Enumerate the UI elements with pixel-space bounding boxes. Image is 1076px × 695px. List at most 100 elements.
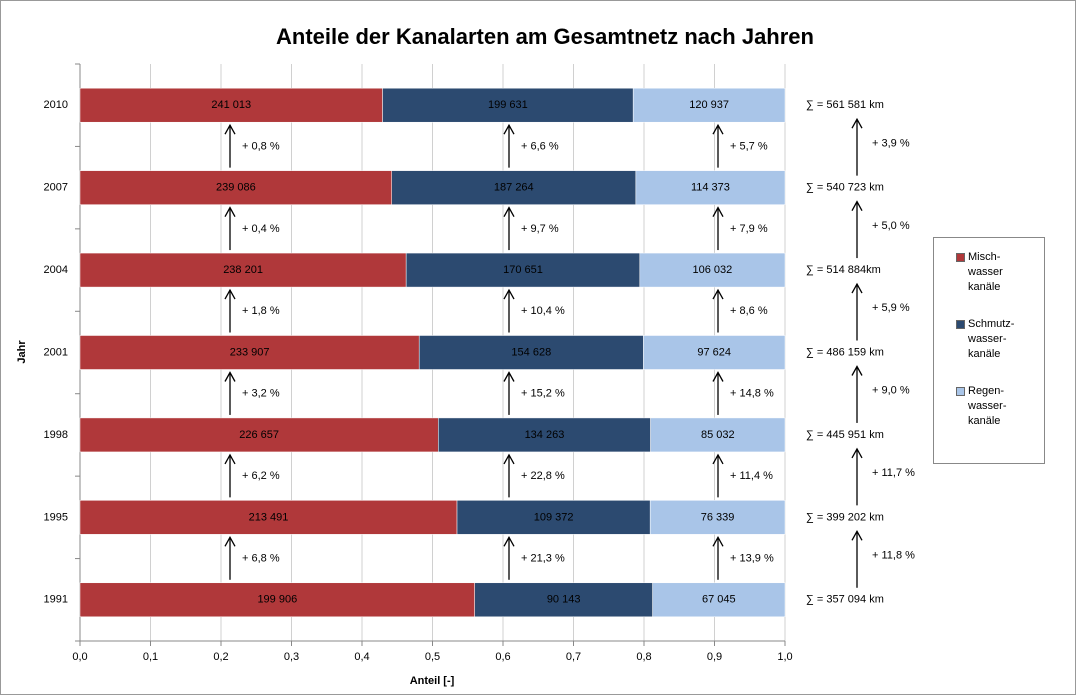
bar-value-label: 120 937 [689, 99, 729, 111]
bar-value-label: 199 631 [488, 99, 528, 111]
change-label: + 1,8 % [242, 305, 280, 317]
legend-swatch [956, 320, 965, 329]
bar-value-label: 67 045 [702, 594, 736, 606]
bar-value-label: 109 372 [534, 511, 574, 523]
total-label: ∑ = 357 094 km [806, 594, 884, 606]
arrow-head [851, 200, 863, 211]
x-tick-label: 0,5 [425, 651, 440, 663]
x-tick-label: 0,9 [707, 651, 722, 663]
arrow-head [224, 288, 236, 300]
bar-value-label: 76 339 [701, 511, 735, 523]
x-tick-label: 0,6 [495, 651, 510, 663]
x-tick-label: 0,3 [284, 651, 299, 663]
bar-segment [456, 500, 651, 535]
bar-value-label: 134 263 [525, 429, 565, 441]
change-label: + 0,4 % [242, 223, 280, 235]
bar-value-label: 199 906 [257, 594, 297, 606]
bar-segment [438, 417, 651, 453]
arrow-head [851, 282, 863, 294]
bar-value-label: 90 143 [547, 594, 581, 606]
arrow-head [503, 123, 515, 135]
bar-segment [639, 252, 786, 288]
bar-segment [418, 335, 644, 370]
bar-segment [643, 335, 786, 370]
y-tick-label: 1998 [44, 429, 68, 441]
change-label: + 9,7 % [521, 223, 559, 235]
bar-segment [79, 582, 475, 618]
legend-item: Schmutz- wasser- kanäle [956, 317, 1044, 362]
bar-segment [79, 252, 407, 288]
arrow-head [224, 123, 236, 135]
bar-segment [79, 417, 439, 453]
bar-segment [391, 170, 637, 205]
bar-value-label: 170 651 [503, 264, 543, 276]
arrow-head [712, 206, 724, 217]
arrow-head [712, 288, 724, 300]
arrow-head [224, 453, 236, 465]
x-axis-label: Anteil [-] [410, 675, 455, 687]
change-label: + 8,6 % [730, 305, 768, 317]
bar-segment [79, 500, 458, 535]
x-tick-label: 0,1 [143, 651, 158, 663]
change-label: + 6,2 % [242, 470, 280, 482]
total-label: ∑ = 540 723 km [806, 182, 884, 194]
total-label: ∑ = 399 202 km [806, 511, 884, 523]
arrow-head [224, 206, 236, 217]
arrow-head [224, 371, 236, 382]
arrow-head [503, 453, 515, 465]
arrow-head [712, 453, 724, 465]
total-label: ∑ = 561 581 km [806, 99, 884, 111]
change-label: + 7,9 % [730, 223, 768, 235]
change-label: + 14,8 % [730, 388, 774, 400]
x-tick-label: 1,0 [777, 651, 792, 663]
bar-segment [650, 417, 786, 453]
arrow-head [503, 536, 515, 547]
change-label: + 6,6 % [521, 140, 559, 152]
bar-segment [635, 170, 786, 205]
bar-value-label: 238 201 [223, 264, 263, 276]
legend-label: Regen- wasser- kanäle [968, 385, 1007, 427]
bar-segment [632, 87, 786, 123]
x-tick-label: 0,8 [636, 651, 651, 663]
total-label: ∑ = 486 159 km [806, 346, 884, 358]
total-change-label: + 9,0 % [872, 385, 910, 397]
y-tick-label: 2007 [44, 182, 68, 194]
change-label: + 0,8 % [242, 140, 280, 152]
bar-value-label: 239 086 [216, 182, 256, 194]
arrow-head [851, 117, 863, 129]
x-tick-label: 0,0 [72, 651, 87, 663]
change-label: + 13,9 % [730, 552, 774, 564]
bar-segment [382, 87, 634, 123]
total-change-label: + 11,7 % [872, 467, 915, 479]
legend: Misch- wasser kanäle Schmutz- wasser- kan… [933, 237, 1045, 464]
arrow-head [503, 371, 515, 382]
bar-value-label: 187 264 [494, 182, 534, 194]
bar-segment [79, 87, 383, 123]
y-axis-label: Jahr [16, 340, 28, 364]
bar-segment [79, 170, 392, 205]
bar-value-label: 85 032 [701, 429, 735, 441]
total-change-label: + 5,9 % [872, 302, 910, 314]
chart-title: Anteile der Kanalarten am Gesamtnetz nac… [276, 24, 814, 49]
bar-value-label: 226 657 [239, 429, 279, 441]
y-tick-label: 1991 [44, 594, 68, 606]
bar-segment [79, 335, 420, 370]
change-label: + 22,8 % [521, 470, 565, 482]
change-label: + 10,4 % [521, 305, 565, 317]
y-tick-label: 1995 [44, 511, 68, 523]
legend-item: Misch- wasser kanäle [956, 250, 1044, 295]
change-label: + 5,7 % [730, 140, 768, 152]
change-label: + 15,2 % [521, 388, 565, 400]
x-tick-label: 0,7 [566, 651, 581, 663]
change-label: + 3,2 % [242, 388, 280, 400]
change-label: + 11,4 % [730, 470, 773, 482]
legend-label: Schmutz- wasser- kanäle [968, 318, 1015, 360]
x-tick-label: 0,2 [213, 651, 228, 663]
legend-label: Misch- wasser kanäle [968, 251, 1003, 293]
bar-value-label: 154 628 [511, 346, 551, 358]
total-change-label: + 3,9 % [872, 137, 910, 149]
arrow-head [712, 123, 724, 135]
total-change-label: + 5,0 % [872, 220, 910, 232]
